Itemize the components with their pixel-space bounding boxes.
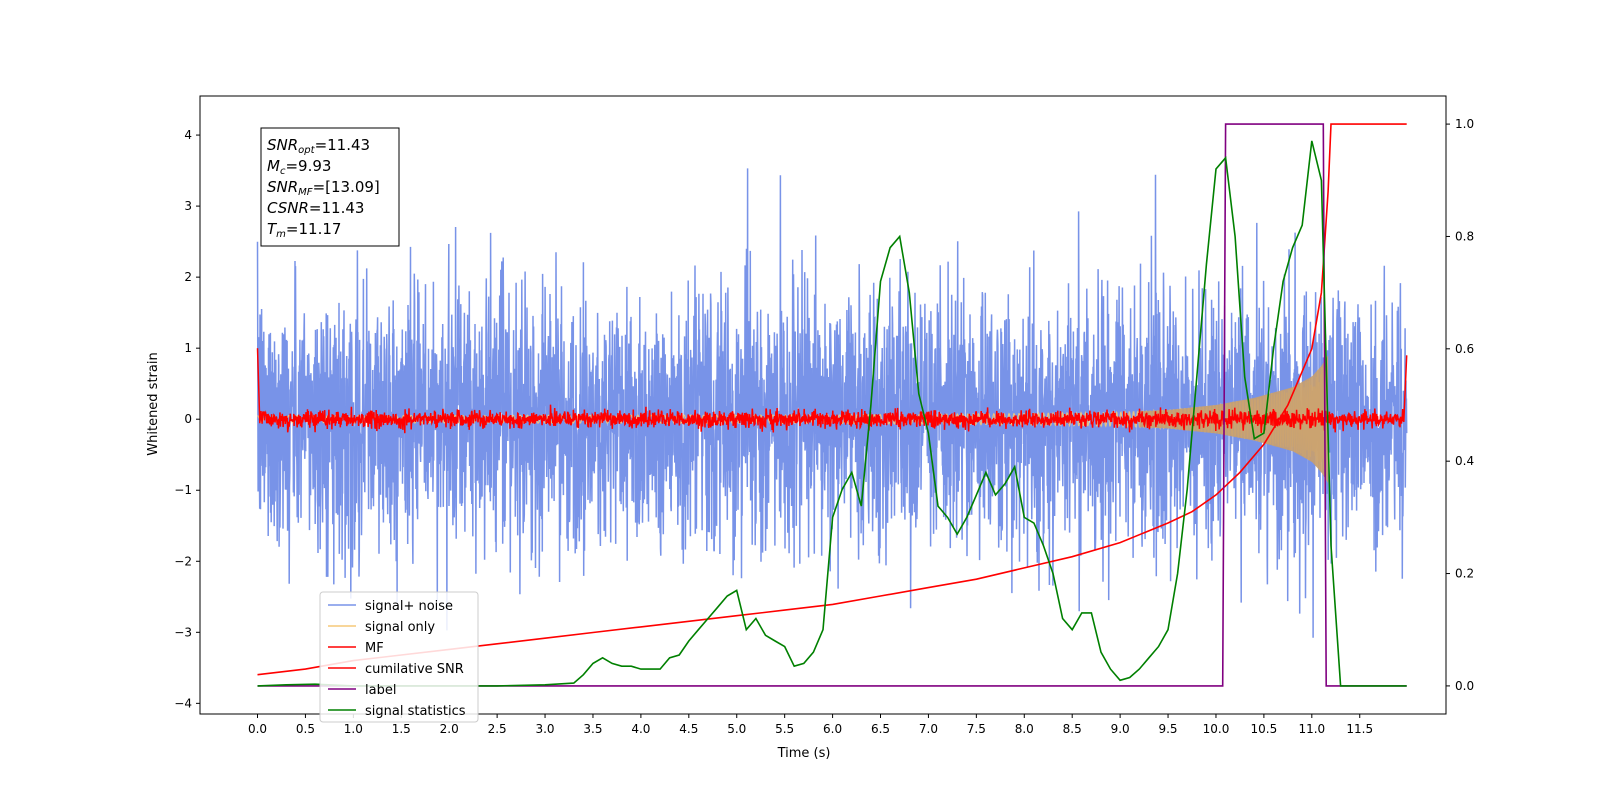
plot-frame	[199, 95, 1447, 715]
x-tick-label: 3.5	[583, 722, 602, 736]
x-tick-label: 3.0	[535, 722, 554, 736]
x-tick-label: 4.0	[631, 722, 650, 736]
y-tick-label: 0	[184, 412, 192, 426]
x-tick-label: 7.0	[919, 722, 938, 736]
x-tick-label: 9.0	[1111, 722, 1130, 736]
y2-tick-label: 0.6	[1455, 342, 1474, 356]
x-tick-label: 5.0	[727, 722, 746, 736]
x-tick-label: 10.0	[1203, 722, 1230, 736]
y-tick-label: −2	[174, 554, 192, 568]
x-tick-label: 1.5	[392, 722, 411, 736]
series-cumilative-snr-line	[257, 123, 1407, 676]
x-tick-label: 11.5	[1346, 722, 1373, 736]
x-axis-label: Time (s)	[777, 746, 831, 761]
x-tick-label: 10.5	[1251, 722, 1278, 736]
y2-tick-label: 0.0	[1455, 679, 1474, 693]
x-tick-label: 6.5	[871, 722, 890, 736]
y2-tick-label: 0.2	[1455, 567, 1474, 581]
x-tick-label: 2.0	[440, 722, 459, 736]
x-tick-label: 7.5	[967, 722, 986, 736]
y-tick-label: 1	[184, 341, 192, 355]
y-tick-label: 4	[184, 128, 192, 142]
legend-frame	[319, 591, 479, 723]
legend-entry-label: cumilative SNR	[365, 662, 464, 677]
axes: 0.0 0.5 1.0 1.5 2.0 2.5 3.0 3.5 4.0 4.5 5.0 5.5 6.0 6…	[174, 95, 1474, 736]
legend-entry-label: MF	[365, 641, 384, 656]
series-label-line	[257, 123, 1407, 687]
y-tick-label: −3	[174, 625, 192, 639]
series-mf-line	[256, 348, 1408, 434]
y-axis-label: Whitened strain	[146, 352, 161, 455]
x-tick-label: 8.0	[1015, 722, 1034, 736]
y2-tick-label: 0.8	[1455, 229, 1474, 243]
legend-entry-label: signal statistics	[365, 704, 466, 719]
x-tick-label: 8.5	[1063, 722, 1082, 736]
x-tick-label: 11.0	[1298, 722, 1325, 736]
plot-area	[256, 123, 1408, 687]
y2-tick-label: 1.0	[1455, 117, 1474, 131]
x-tick-label: 0.0	[248, 722, 267, 736]
annotation-frame	[260, 127, 400, 247]
annotation-line: Tm=11.17	[267, 220, 341, 240]
series-signal-statistics-line	[257, 140, 1407, 687]
x-tick-label: 2.5	[488, 722, 507, 736]
legend-entry-label: label	[365, 683, 396, 698]
y2-tick-label: 0.4	[1455, 454, 1474, 468]
x-tick-label: 0.5	[296, 722, 315, 736]
legend: signal+ noise signal only MF cumilative SNR…	[319, 591, 479, 723]
annotation-line: CSNR=11.43	[267, 199, 364, 217]
x-tick-label: 6.0	[823, 722, 842, 736]
y-tick-label: −4	[174, 696, 192, 710]
x-tick-label: 4.5	[679, 722, 698, 736]
annotation-line: SNRMF=[13.09]	[267, 178, 380, 198]
annotation-line: SNRopt=11.43	[267, 136, 370, 156]
annotation-box: SNRopt=11.43Mc=9.93SNRMF=[13.09]CSNR=11.…	[260, 127, 400, 247]
legend-entry-label: signal only	[365, 620, 435, 635]
x-tick-label: 1.0	[344, 722, 363, 736]
x-tick-label: 9.5	[1158, 722, 1177, 736]
y-tick-label: −1	[174, 483, 192, 497]
y-tick-label: 3	[184, 199, 192, 213]
annotation-line: Mc=9.93	[267, 157, 331, 177]
x-tick-label: 5.5	[775, 722, 794, 736]
legend-entry-label: signal+ noise	[365, 599, 453, 614]
y-tick-label: 2	[184, 270, 192, 284]
